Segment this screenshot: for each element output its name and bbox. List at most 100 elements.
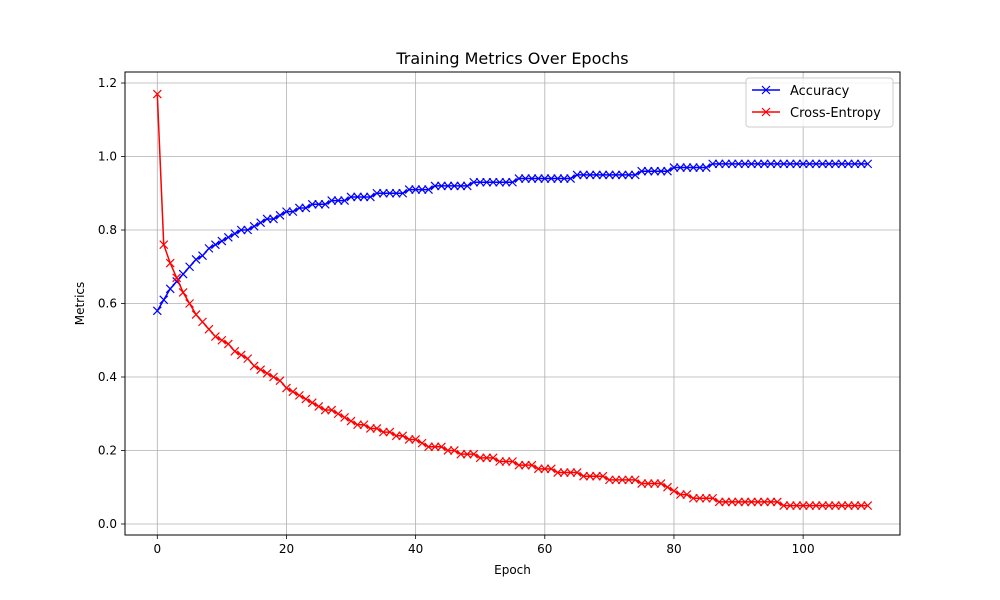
tick-layer: 0 20 40 60 80 100 0.0 0.2 0.4 0.6 0.8 1.0 1.2: [98, 76, 815, 556]
data-point-marker: [553, 468, 563, 477]
data-point-marker: [520, 460, 530, 470]
data-point-marker: [488, 453, 498, 463]
legend: Accuracy Cross-Entropy: [745, 77, 894, 128]
y-tick-label: 0.6: [98, 297, 117, 311]
data-point-marker: [353, 192, 362, 202]
data-point-marker: [288, 207, 298, 217]
data-point-marker: [165, 284, 175, 294]
data-point-marker: [805, 501, 815, 511]
data-point-marker: [508, 457, 517, 466]
data-point-marker: [675, 490, 685, 500]
data-point-marker: [708, 493, 718, 503]
data-point-marker: [449, 181, 459, 191]
data-point-marker: [256, 365, 266, 375]
data-point-marker: [249, 361, 259, 371]
data-point-marker: [559, 468, 569, 477]
data-point-marker: [417, 438, 427, 448]
data-point-marker: [178, 288, 188, 297]
data-point-marker: [198, 317, 207, 327]
data-point-marker: [340, 196, 350, 206]
data-point-marker: [701, 493, 711, 503]
data-point-marker: [198, 251, 207, 261]
data-point-marker: [288, 387, 298, 397]
data-point-marker: [398, 188, 408, 198]
data-point-marker: [282, 383, 291, 393]
data-point-marker: [779, 501, 789, 511]
data-point-marker: [818, 501, 827, 511]
legend-box: [745, 77, 894, 128]
data-point-marker: [624, 475, 634, 485]
data-point-marker: [798, 501, 808, 511]
data-point-marker: [307, 199, 317, 209]
series-line: [156, 163, 868, 312]
data-point-marker: [533, 174, 543, 183]
data-point-marker: [262, 368, 272, 378]
data-point-marker: [546, 464, 556, 474]
data-point-marker: [592, 471, 601, 481]
x-tick-label: 0: [153, 542, 161, 556]
data-point-marker: [417, 185, 427, 195]
data-point-marker: [682, 163, 692, 172]
data-point-marker: [598, 471, 608, 481]
data-point-marker: [223, 232, 233, 242]
data-point-marker: [747, 497, 756, 507]
data-point-marker: [430, 181, 440, 191]
y-tick-label: 1.0: [98, 150, 117, 164]
data-point-marker: [152, 306, 162, 316]
data-point-marker: [294, 203, 304, 213]
series-line: [156, 94, 868, 507]
legend-label: Cross-Entropy: [790, 106, 881, 121]
data-point-marker: [553, 174, 563, 183]
data-point-marker: [811, 159, 821, 169]
data-point-marker: [469, 449, 479, 459]
data-point-marker: [792, 501, 802, 511]
data-point-marker: [495, 177, 505, 187]
data-point-marker: [210, 240, 220, 250]
data-point-marker: [275, 376, 285, 386]
data-point-marker: [256, 218, 266, 228]
data-point-marker: [759, 159, 769, 169]
data-point-marker: [643, 166, 653, 176]
x-tick-label: 40: [408, 542, 423, 556]
data-point-marker: [675, 163, 685, 172]
data-point-marker: [792, 159, 802, 169]
data-point-marker: [546, 174, 556, 183]
data-point-marker: [579, 471, 588, 481]
data-point-marker: [695, 163, 705, 172]
data-point-marker: [566, 468, 576, 477]
data-point-marker: [301, 394, 311, 404]
data-point-marker: [314, 401, 324, 411]
data-point-marker: [592, 170, 601, 180]
data-point-marker: [585, 170, 595, 180]
data-point-marker: [650, 479, 660, 488]
data-point-marker: [230, 229, 240, 239]
data-point-marker: [766, 497, 776, 507]
data-point-marker: [353, 420, 362, 430]
data-point-marker: [217, 335, 227, 345]
data-point-marker: [514, 460, 524, 470]
data-point-marker: [753, 159, 763, 169]
series-accuracy: [152, 159, 873, 316]
data-point-marker: [688, 163, 698, 172]
data-point-marker: [708, 159, 718, 169]
legend-entry: Cross-Entropy: [752, 106, 881, 121]
y-tick-label: 0.4: [98, 370, 117, 384]
data-point-marker: [714, 497, 724, 507]
data-point-marker: [527, 460, 537, 470]
data-point-marker: [204, 243, 214, 253]
data-point-marker: [617, 170, 627, 180]
data-point-marker: [559, 174, 569, 183]
data-point-marker: [779, 159, 789, 169]
data-point-marker: [210, 332, 220, 341]
data-point-marker: [391, 431, 401, 441]
data-point-marker: [365, 424, 375, 433]
data-point-marker: [159, 295, 169, 305]
data-point-marker: [656, 479, 666, 488]
data-point-marker: [482, 177, 492, 187]
legend-entry: Accuracy: [752, 84, 850, 99]
data-point-marker: [533, 464, 543, 474]
x-tick-label: 80: [666, 542, 681, 556]
data-point-marker: [740, 159, 750, 169]
data-point-marker: [753, 497, 763, 507]
